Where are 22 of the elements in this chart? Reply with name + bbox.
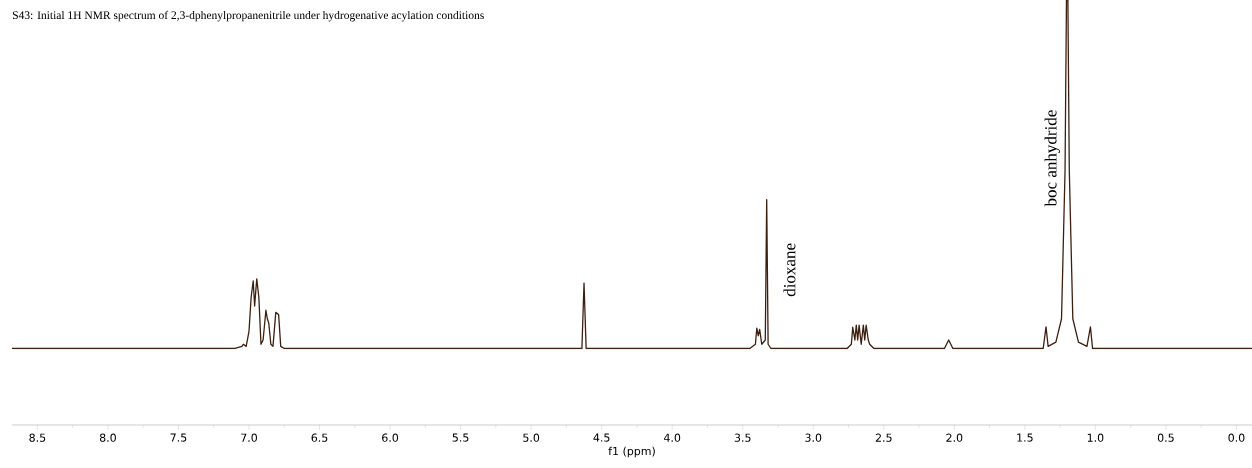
x-tick-label: 3.0 [805,433,822,442]
x-tick-label: 1.0 [1087,433,1104,442]
x-tick-label: 2.0 [946,433,963,442]
x-tick-label: 8.5 [29,433,46,442]
annotation: boc anhydride [1044,110,1061,207]
text: S43: Initial 1H NMR spectrum of 2,3-dphenylpropanenitrile under hydrogenative acylation conditions [12,10,484,22]
x-tick-label: 5.0 [523,433,540,442]
x-tick-label: 7.5 [170,433,187,442]
x-tick-label: 1.5 [1017,433,1033,442]
x-tick-label: 0.5 [1157,433,1174,442]
x-axis-title: f1 (ppm) [608,446,655,458]
x-tick-label: 6.5 [311,433,328,442]
x-tick-label: 4.5 [593,433,610,442]
x-tick-label: 2.5 [875,433,892,442]
annotation: dioxane [783,243,796,297]
x-tick-label: 3.5 [734,433,751,442]
x-tick-label: 0.0 [1228,433,1245,442]
x-tick-label: 8.0 [99,433,116,442]
x-tick-label: 4.0 [663,433,681,442]
x-tick-label: 6.0 [382,433,399,442]
x-tick-label: 5.5 [452,433,469,442]
x-tick-label: 7.0 [241,433,257,442]
